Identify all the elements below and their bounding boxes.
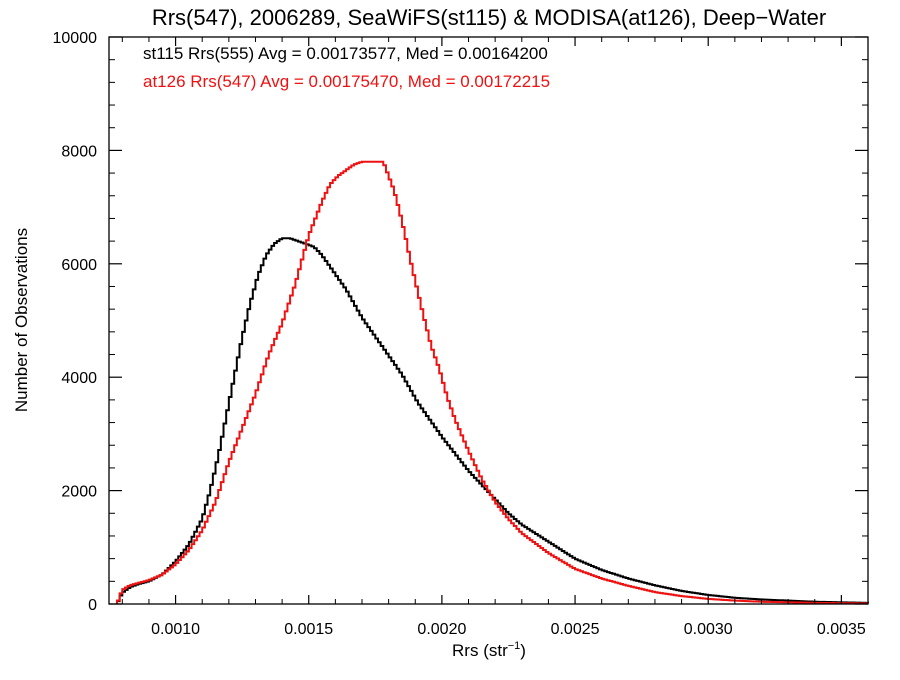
x-tick-label: 0.0025: [551, 621, 600, 638]
y-tick-label: 8000: [61, 143, 97, 160]
y-axis-label: Number of Observations: [12, 228, 31, 412]
x-tick-label: 0.0010: [151, 621, 200, 638]
y-tick-label: 4000: [61, 370, 97, 387]
series-annotation-2: at126 Rrs(547) Avg = 0.00175470, Med = 0…: [143, 72, 550, 91]
chart-title: Rrs(547), 2006289, SeaWiFS(st115) & MODI…: [152, 5, 826, 30]
histogram-series-1: [115, 237, 869, 604]
y-tick-label: 6000: [61, 257, 97, 274]
histogram-series-2: [115, 160, 869, 605]
y-tick-label: 10000: [53, 30, 98, 47]
x-axis-label-main: Rrs (str: [452, 641, 508, 660]
y-tick-label: 0: [88, 597, 97, 614]
x-tick-label: 0.0030: [684, 621, 733, 638]
annotation-layer: st115 Rrs(555) Avg = 0.00173577, Med = 0…: [143, 44, 550, 91]
series-annotation-1: st115 Rrs(555) Avg = 0.00173577, Med = 0…: [143, 44, 548, 63]
x-axis-label-sup: −1: [508, 640, 521, 652]
y-axis: 0 2000 4000 6000 8000 10000: [53, 30, 868, 614]
x-axis: 0.0010 0.0015 0.0020 0.0025 0.0030 0.0035: [121, 37, 869, 638]
x-tick-label: 0.0020: [417, 621, 466, 638]
x-tick-label: 0.0015: [284, 621, 333, 638]
x-axis-label-close: ): [520, 641, 526, 660]
plot-frame: [108, 36, 869, 605]
x-axis-label: Rrs (str−1): [452, 640, 526, 660]
y-tick-label: 2000: [61, 484, 97, 501]
series-layer: [115, 160, 869, 605]
x-tick-label: 0.0035: [817, 621, 866, 638]
